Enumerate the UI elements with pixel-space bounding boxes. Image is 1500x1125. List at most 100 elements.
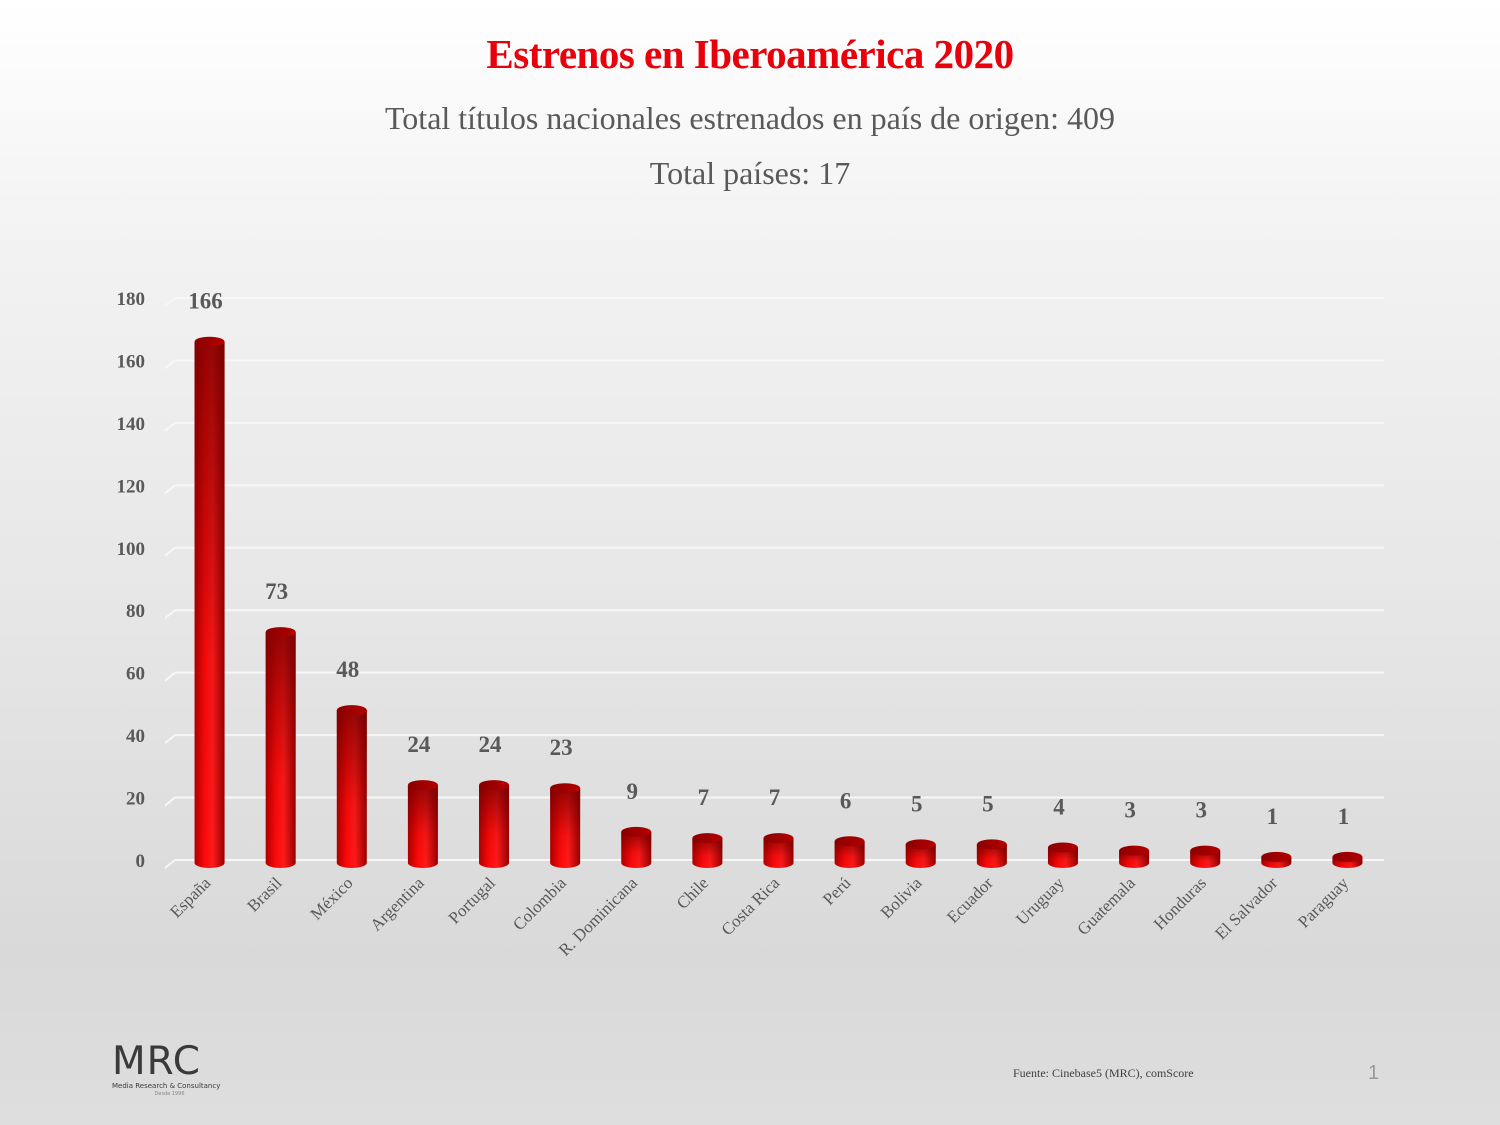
bar-top bbox=[336, 705, 367, 716]
y-tick-label: 0 bbox=[136, 851, 146, 872]
bar-top bbox=[976, 839, 1007, 850]
gridline-stub bbox=[164, 734, 176, 744]
bar-top bbox=[194, 336, 225, 347]
bar-guatemala bbox=[1119, 845, 1150, 868]
y-tick-label: 40 bbox=[126, 726, 145, 747]
bar-chile bbox=[692, 833, 723, 868]
logo-subtitle: Media Research & Consultancy bbox=[112, 1082, 221, 1090]
gridline-stub bbox=[164, 422, 176, 432]
x-tick-label: Brasil bbox=[243, 873, 285, 915]
data-label: 48 bbox=[336, 657, 359, 682]
data-label: 7 bbox=[769, 785, 781, 810]
bar-brasil bbox=[265, 627, 296, 868]
data-label: 9 bbox=[627, 779, 639, 804]
bar-espa-a bbox=[194, 336, 225, 868]
data-label: 166 bbox=[188, 289, 223, 314]
bar-per- bbox=[834, 836, 865, 868]
x-tick-label: El Salvador bbox=[1211, 873, 1281, 943]
data-label: 4 bbox=[1053, 795, 1065, 820]
y-tick-label: 160 bbox=[117, 351, 146, 372]
data-label: 1 bbox=[1267, 804, 1279, 829]
x-tick-label: México bbox=[306, 873, 356, 923]
bar-shade bbox=[621, 831, 652, 868]
bar-colombia bbox=[550, 783, 581, 868]
x-tick-label: Guatemala bbox=[1073, 873, 1139, 939]
data-label: 5 bbox=[982, 791, 994, 816]
bar-shade bbox=[834, 841, 865, 868]
y-tick-label: 100 bbox=[117, 539, 146, 560]
data-label: 3 bbox=[1195, 798, 1207, 823]
x-tick-label: Colombia bbox=[509, 873, 570, 934]
bar-top bbox=[1261, 851, 1292, 862]
x-tick-label: Paraguay bbox=[1294, 873, 1353, 932]
bar-shade bbox=[763, 838, 794, 868]
bar-portugal bbox=[479, 780, 510, 868]
bar-top bbox=[1190, 845, 1221, 856]
bar-m-xico bbox=[336, 705, 367, 868]
gridline-stub bbox=[164, 484, 176, 495]
gridline-stub bbox=[164, 796, 176, 807]
x-tick-label: Portugal bbox=[445, 873, 499, 927]
bar-top bbox=[1047, 842, 1078, 853]
gridline-stub bbox=[164, 859, 176, 869]
bar-top bbox=[621, 826, 652, 837]
bar-top bbox=[1119, 845, 1150, 856]
data-label: 7 bbox=[698, 785, 710, 810]
y-tick-label: 20 bbox=[126, 789, 145, 810]
mrc-logo: MRC Media Research & Consultancy Desde 1… bbox=[112, 1042, 232, 1098]
chart-subtitle-total-countries: Total países: 17 bbox=[649, 155, 851, 191]
y-tick-label: 140 bbox=[117, 414, 146, 435]
x-tick-label: España bbox=[166, 873, 214, 921]
bar-shade bbox=[692, 838, 723, 868]
bar-top bbox=[692, 833, 723, 844]
bar-top bbox=[265, 627, 296, 638]
bar-uruguay bbox=[1047, 842, 1078, 868]
y-tick-label: 120 bbox=[117, 476, 146, 497]
x-tick-label: Perú bbox=[819, 873, 855, 909]
x-tick-label: Uruguay bbox=[1012, 873, 1068, 929]
y-tick-label: 60 bbox=[126, 664, 145, 685]
data-label: 24 bbox=[479, 732, 503, 757]
bar-shade bbox=[1047, 847, 1078, 868]
bar-honduras bbox=[1190, 845, 1221, 868]
x-tick-label: Argentina bbox=[366, 873, 428, 935]
logo-since: Desde 1996 bbox=[154, 1091, 185, 1097]
data-label: 1 bbox=[1338, 804, 1350, 829]
gridline-stub bbox=[164, 546, 176, 557]
bar-top bbox=[407, 780, 438, 791]
bar-shade bbox=[976, 844, 1007, 868]
bars bbox=[194, 336, 1363, 868]
chart-subtitle-total-titles: Total títulos nacionales estrenados en p… bbox=[384, 100, 1115, 136]
bar-shade bbox=[194, 341, 225, 868]
y-tick-label: 180 bbox=[117, 289, 146, 310]
data-label: 5 bbox=[911, 791, 923, 816]
data-label: 3 bbox=[1124, 798, 1136, 823]
bar-costa-rica bbox=[763, 833, 794, 868]
bar-ecuador bbox=[976, 839, 1007, 868]
x-tick-label: Bolivia bbox=[877, 873, 926, 922]
bar-bolivia bbox=[905, 839, 936, 868]
bar-top bbox=[550, 783, 581, 794]
bar-shade bbox=[479, 785, 510, 868]
bar-shade bbox=[265, 632, 296, 868]
bar-top bbox=[834, 836, 865, 847]
bar-shade bbox=[1190, 850, 1221, 868]
bar-top bbox=[1332, 851, 1363, 862]
y-tick-label: 80 bbox=[126, 601, 145, 622]
data-label: 23 bbox=[550, 735, 573, 760]
data-label: 6 bbox=[840, 788, 852, 813]
bar-r-dominicana bbox=[621, 826, 652, 868]
bar-top bbox=[905, 839, 936, 850]
data-label: 73 bbox=[265, 579, 288, 604]
page-number: 1 bbox=[1368, 1062, 1380, 1084]
data-labels: 166 73 48 24 24 23 9 7 7 6 5 5 4 3 3 1 1 bbox=[188, 289, 1349, 829]
gridline-stub bbox=[164, 297, 176, 307]
bar-shade bbox=[1119, 850, 1150, 868]
bar-top bbox=[479, 780, 510, 791]
gridline-stub bbox=[164, 359, 176, 370]
gridline-stub bbox=[164, 609, 176, 620]
gridline-stub bbox=[164, 671, 176, 682]
chart-title: Estrenos en Iberoamérica 2020 bbox=[486, 31, 1014, 77]
bar-argentina bbox=[407, 780, 438, 868]
